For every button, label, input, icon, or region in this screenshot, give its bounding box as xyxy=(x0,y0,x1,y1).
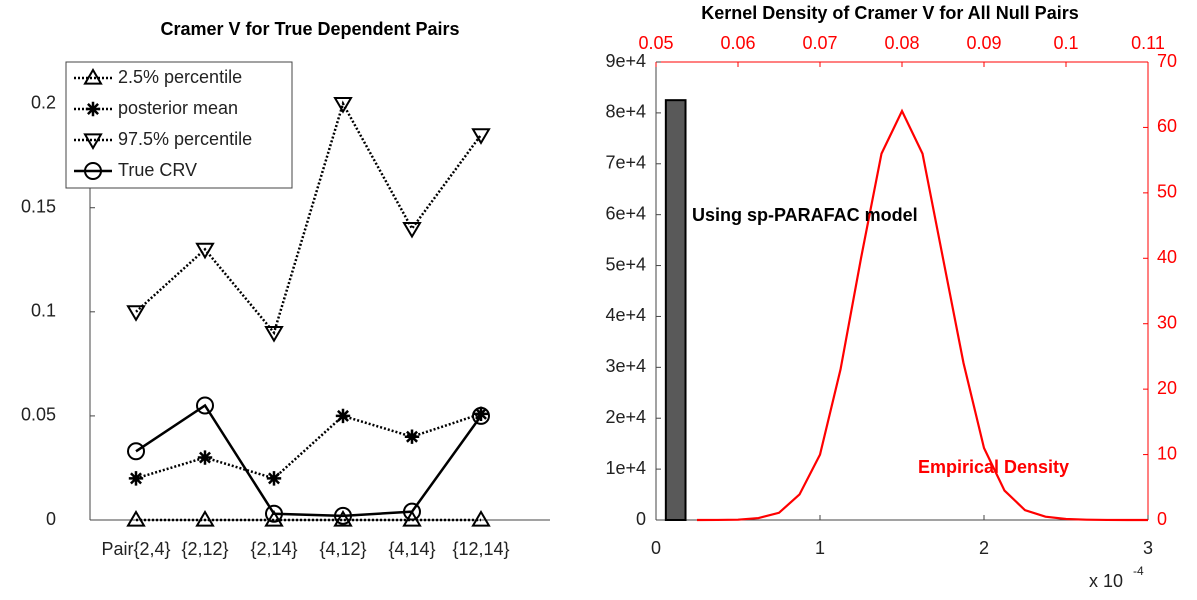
series-line xyxy=(135,403,483,518)
x2-tick-label: 0.09 xyxy=(966,33,1001,53)
x-tick-label: {2,12} xyxy=(181,539,228,559)
x2-tick-label: 0.1 xyxy=(1053,33,1078,53)
marker xyxy=(264,326,284,343)
chart-title: Kernel Density of Cramer V for All Null … xyxy=(701,3,1078,23)
x-tick-label: 1 xyxy=(815,538,825,558)
y2-tick-label: 0 xyxy=(1157,509,1167,529)
y-tick-label: 7e+4 xyxy=(605,153,646,173)
marker xyxy=(333,97,353,114)
y2-tick-label: 70 xyxy=(1157,51,1177,71)
y-tick-label: 2e+4 xyxy=(605,407,646,427)
marker xyxy=(196,396,214,415)
marker xyxy=(402,221,422,239)
marker xyxy=(85,101,101,117)
y-tick-label: 0.1 xyxy=(31,301,56,321)
x-tick-label: 0 xyxy=(651,538,661,558)
x-tick-label: {12,14} xyxy=(452,539,509,559)
annotation: Using sp-PARAFAC model xyxy=(692,205,918,225)
x-scale-exponent: -4 xyxy=(1133,564,1144,578)
y2-tick-label: 60 xyxy=(1157,116,1177,136)
marker xyxy=(334,506,352,525)
marker xyxy=(83,133,103,150)
x2-tick-label: 0.11 xyxy=(1131,33,1165,53)
marker xyxy=(471,128,491,145)
marker xyxy=(403,502,421,521)
x2-tick-label: 0.07 xyxy=(802,33,837,53)
y-tick-label: 0 xyxy=(636,509,646,529)
series-line xyxy=(135,100,483,336)
x-tick-label: 2 xyxy=(979,538,989,558)
y-tick-label: 1e+4 xyxy=(605,458,646,478)
x2-tick-label: 0.08 xyxy=(884,33,919,53)
marker xyxy=(335,408,351,424)
y-tick-label: 6e+4 xyxy=(605,203,646,223)
x-tick-label: Pair{2,4} xyxy=(101,539,170,559)
y-tick-label: 0.05 xyxy=(21,405,56,425)
y-tick-label: 5e+4 xyxy=(605,254,646,274)
x-tick-label: {4,14} xyxy=(388,539,435,559)
y2-tick-label: 30 xyxy=(1157,312,1177,332)
marker xyxy=(195,242,215,260)
marker xyxy=(84,162,102,180)
y-tick-label: 9e+4 xyxy=(605,51,646,71)
series-line xyxy=(135,412,482,480)
y-tick-label: 0.2 xyxy=(31,92,56,112)
legend-box xyxy=(65,61,293,189)
legend-label: 97.5% percentile xyxy=(118,129,252,149)
marker xyxy=(266,471,282,486)
marker xyxy=(333,510,353,527)
y2-tick-label: 20 xyxy=(1157,378,1177,398)
density-line xyxy=(696,108,1148,522)
marker xyxy=(404,429,420,444)
x-tick-label: {4,12} xyxy=(319,539,366,559)
y2-tick-label: 50 xyxy=(1157,182,1177,202)
x-scale-label: x 10 xyxy=(1089,571,1123,591)
marker xyxy=(83,68,103,85)
y2-tick-label: 40 xyxy=(1157,247,1177,267)
marker xyxy=(128,471,144,486)
marker xyxy=(127,442,145,461)
x2-tick-label: 0.06 xyxy=(720,33,755,53)
y-tick-label: 0.15 xyxy=(21,196,56,216)
legend-label: 2.5% percentile xyxy=(118,67,242,87)
x2-tick-label: 0.05 xyxy=(638,33,673,53)
marker xyxy=(473,406,489,422)
marker xyxy=(472,406,490,425)
chart-title: Cramer V for True Dependent Pairs xyxy=(160,19,459,39)
y-tick-label: 3e+4 xyxy=(605,356,646,376)
marker xyxy=(197,450,213,465)
y-tick-label: 0 xyxy=(46,509,56,529)
y-tick-label: 4e+4 xyxy=(605,305,646,325)
legend-label: posterior mean xyxy=(118,98,238,118)
x-tick-label: {2,14} xyxy=(250,539,297,559)
density-label: Empirical Density xyxy=(918,457,1069,477)
marker xyxy=(471,510,491,527)
marker xyxy=(126,510,146,527)
y2-tick-label: 10 xyxy=(1157,443,1177,463)
histogram-bar xyxy=(664,99,687,522)
y-tick-label: 8e+4 xyxy=(605,102,646,122)
marker xyxy=(195,510,215,527)
legend-label: True CRV xyxy=(118,160,197,180)
marker xyxy=(265,504,283,523)
x-tick-label: 3 xyxy=(1143,538,1153,558)
marker xyxy=(264,510,284,527)
marker xyxy=(126,305,146,322)
